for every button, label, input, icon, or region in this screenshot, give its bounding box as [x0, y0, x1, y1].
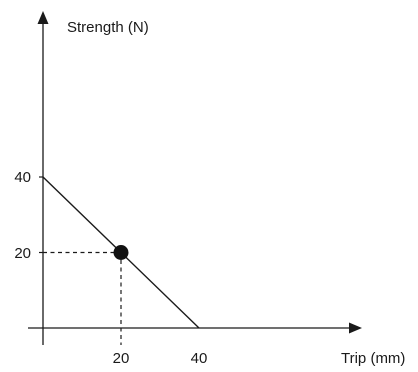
x-tick-label-40: 40 [191, 350, 208, 367]
highlight-point [113, 245, 129, 260]
axes [28, 11, 362, 345]
x-tick-label-20: 20 [113, 350, 130, 367]
plot-marks [39, 176, 200, 345]
y-axis-arrowhead [37, 11, 49, 24]
y-tick-label-40: 40 [14, 169, 31, 186]
x-axis-label: Trip (mm) [341, 350, 405, 367]
y-axis-label: Strength (N) [67, 19, 149, 36]
x-axis-arrowhead [349, 322, 362, 334]
y-tick-label-20: 20 [14, 245, 31, 262]
